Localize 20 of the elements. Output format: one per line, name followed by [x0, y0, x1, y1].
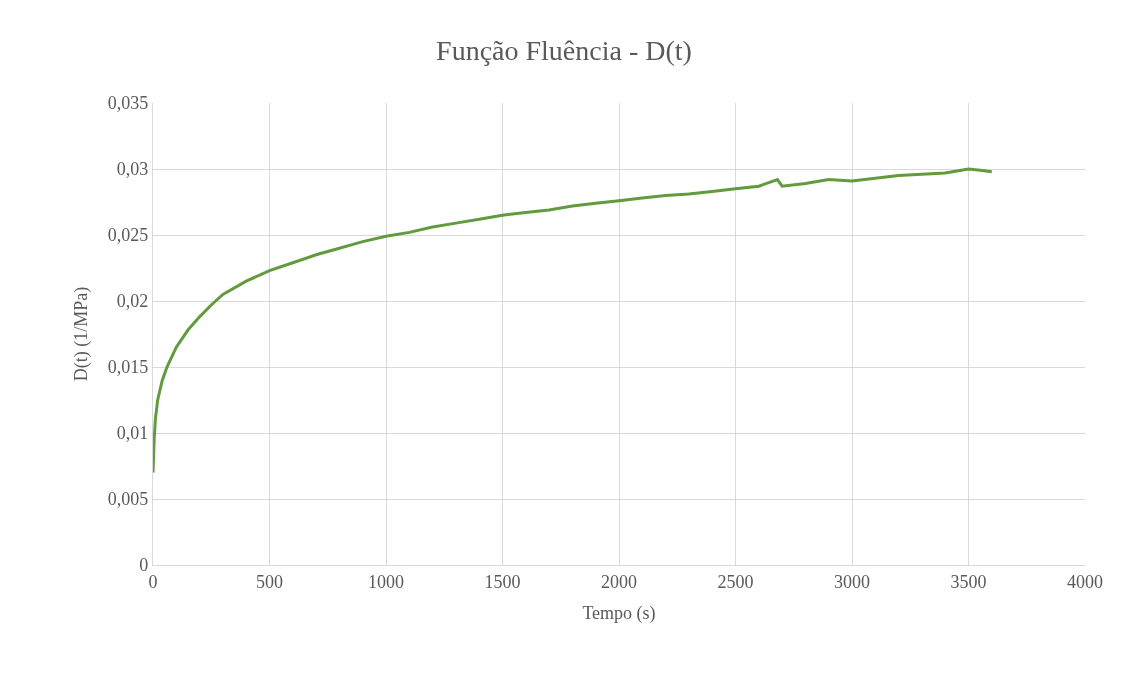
y-tick-label: 0,035: [107, 93, 149, 114]
chart-title: Função Fluência - D(t): [436, 35, 692, 67]
x-tick-label: 2000: [601, 571, 637, 592]
y-tick-label: 0,01: [116, 423, 149, 444]
y-tick-label: 0,005: [107, 489, 149, 510]
y-tick-label: 0,015: [107, 357, 149, 378]
y-tick-label: 0,025: [107, 225, 149, 246]
x-tick-label: 1500: [484, 571, 521, 592]
x-tick-label: 3500: [950, 571, 987, 592]
x-tick-label: 1000: [368, 571, 404, 592]
x-tick-label: 3000: [834, 571, 870, 592]
x-axis-title: Tempo (s): [582, 602, 656, 624]
y-tick-label: 0,02: [116, 291, 149, 312]
x-tick-label: 500: [256, 571, 283, 592]
y-axis-title: D(t) (1/MPa): [70, 286, 92, 382]
x-tick-label: 2500: [717, 571, 754, 592]
y-tick-label: 0: [139, 555, 149, 576]
x-tick-label: 4000: [1067, 571, 1103, 592]
line-series: [153, 167, 994, 475]
y-tick-label: 0,03: [116, 159, 149, 180]
